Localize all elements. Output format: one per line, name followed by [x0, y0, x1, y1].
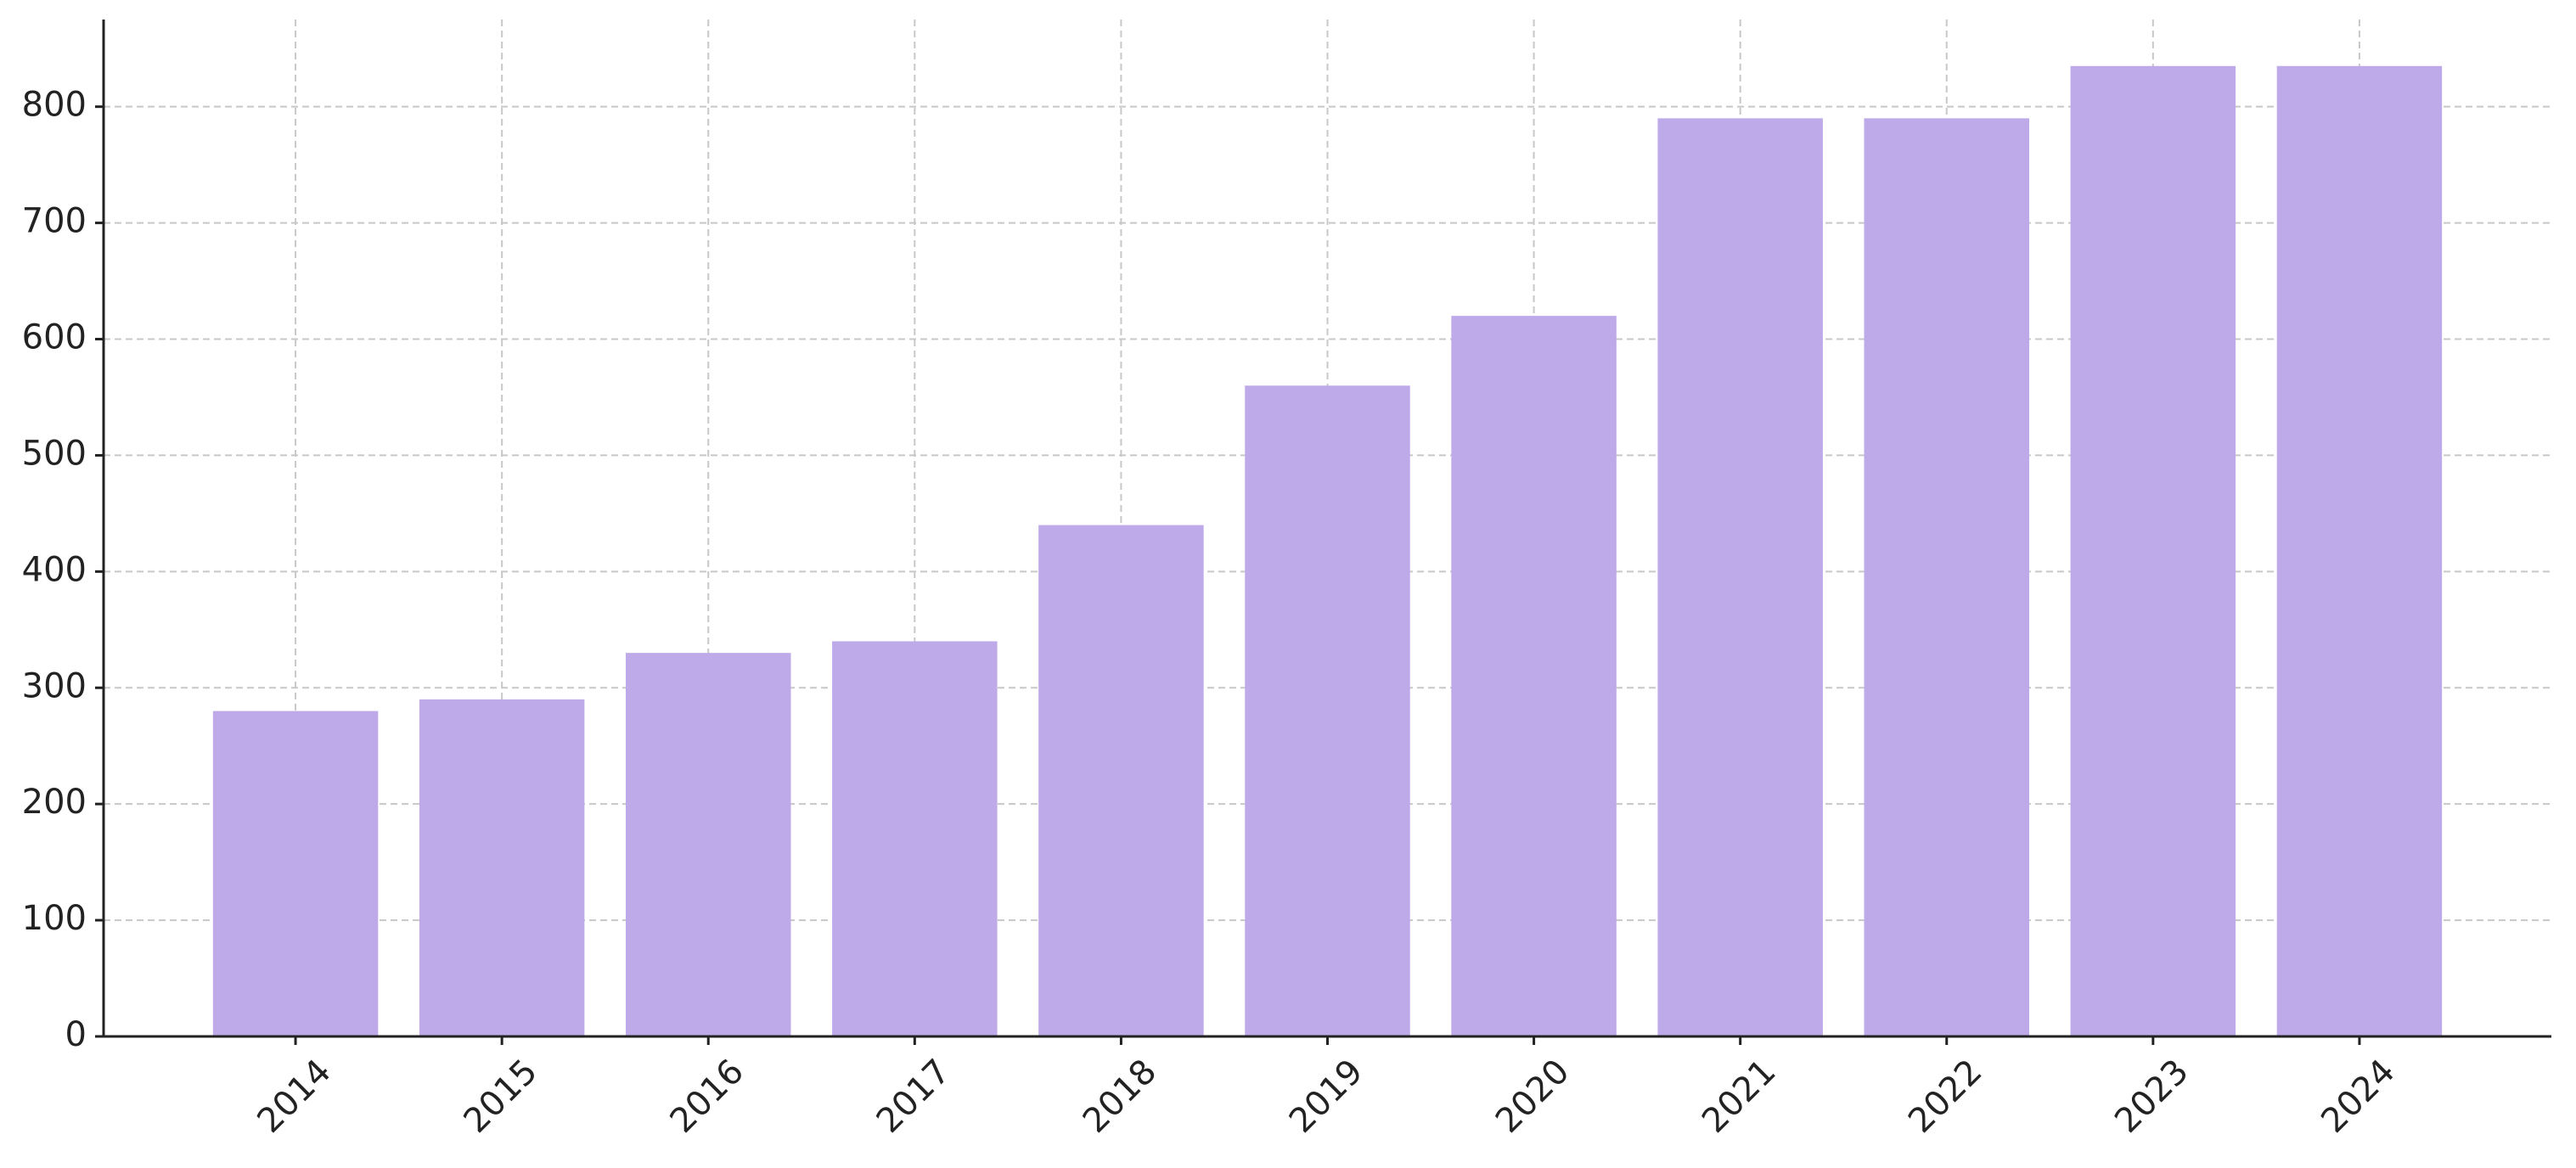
bar	[1245, 385, 1410, 1036]
x-tick-label: 2015	[456, 1052, 545, 1141]
bar	[1864, 118, 2029, 1036]
bar	[212, 710, 379, 1036]
x-tick-label: 2023	[2107, 1052, 2196, 1141]
y-tick-label: 200	[22, 783, 87, 822]
x-tick-label: 2021	[1695, 1052, 1784, 1141]
x-tick-label: 2014	[250, 1052, 339, 1141]
y-tick-label: 700	[22, 202, 87, 241]
y-tick-label: 0	[65, 1015, 87, 1054]
bar	[2276, 65, 2443, 1036]
bar	[419, 699, 585, 1036]
bar	[626, 653, 791, 1036]
y-tick-label: 800	[22, 86, 87, 125]
bar	[1038, 525, 1204, 1036]
x-tick-label: 2016	[663, 1052, 752, 1141]
x-tick-label: 2024	[2314, 1052, 2403, 1141]
y-tick-label: 600	[22, 318, 87, 357]
x-tick-label: 2019	[1282, 1052, 1371, 1141]
y-tick-label: 400	[22, 550, 87, 589]
bar	[2070, 65, 2236, 1036]
x-tick-label: 2017	[869, 1052, 959, 1141]
x-tick-label: 2020	[1488, 1052, 1578, 1141]
x-tick-label: 2022	[1901, 1052, 1990, 1141]
bar	[832, 641, 998, 1036]
bar	[1451, 316, 1617, 1036]
y-tick-label: 300	[22, 666, 87, 705]
y-tick-label: 500	[22, 434, 87, 473]
x-tick-label: 2018	[1076, 1052, 1165, 1141]
y-tick-label: 100	[22, 899, 87, 938]
bar	[1657, 118, 1823, 1036]
